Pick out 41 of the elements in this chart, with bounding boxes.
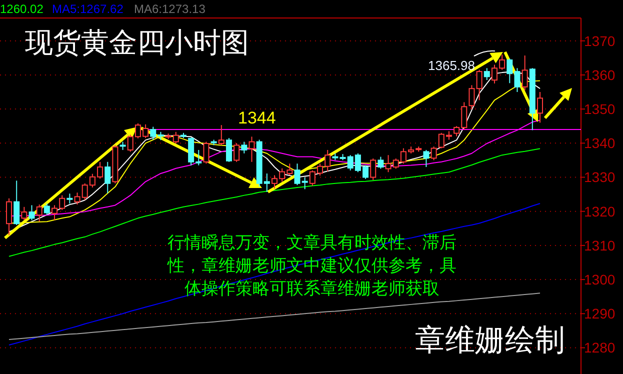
candlestick	[430, 146, 437, 161]
annotation: 章维姗绘制	[415, 323, 565, 358]
y-tick-label: 1300	[584, 272, 616, 288]
text: MA5:1267.62	[52, 2, 124, 16]
candlestick	[66, 193, 73, 204]
y-tick-label: 1330	[584, 169, 616, 186]
candlestick	[44, 203, 50, 216]
y-tick-label: 1340	[584, 135, 616, 152]
candlestick	[203, 141, 210, 164]
text: MA6:1273.13	[134, 2, 206, 16]
candlestick	[370, 158, 376, 180]
ref-line-label: 1344	[238, 108, 276, 128]
candlestick	[537, 91, 543, 124]
candlestick	[21, 206, 28, 221]
candlestick	[218, 124, 224, 146]
candlestick	[378, 156, 384, 170]
annotation: 1365.98	[428, 58, 475, 73]
candlestick	[6, 198, 12, 236]
chart-title: 现货黄金四小时图	[25, 26, 249, 59]
candlestick	[234, 142, 240, 162]
candlestick	[423, 149, 430, 168]
y-tick-label: 1350	[584, 101, 616, 118]
candlestick	[484, 68, 490, 81]
y-tick-label: 1290	[584, 306, 616, 322]
candlestick	[226, 138, 232, 162]
candlestick	[468, 84, 475, 110]
y-tick-label: 1280	[584, 340, 616, 356]
candlestick	[36, 204, 42, 222]
candlestick	[522, 55, 528, 91]
y-tick-label: 1320	[584, 203, 616, 220]
candlestick	[28, 204, 35, 221]
y-tick-label: 1370	[584, 32, 616, 49]
candlestick	[241, 141, 248, 154]
candlestick	[476, 69, 482, 101]
line-series	[8, 148, 540, 257]
y-tick-label: 1360	[584, 66, 616, 83]
candlestick	[14, 180, 20, 226]
y-tick-label: 1310	[584, 237, 616, 254]
candlestick	[248, 136, 255, 162]
text: 1260.02	[0, 2, 44, 16]
candlestick	[104, 161, 111, 194]
